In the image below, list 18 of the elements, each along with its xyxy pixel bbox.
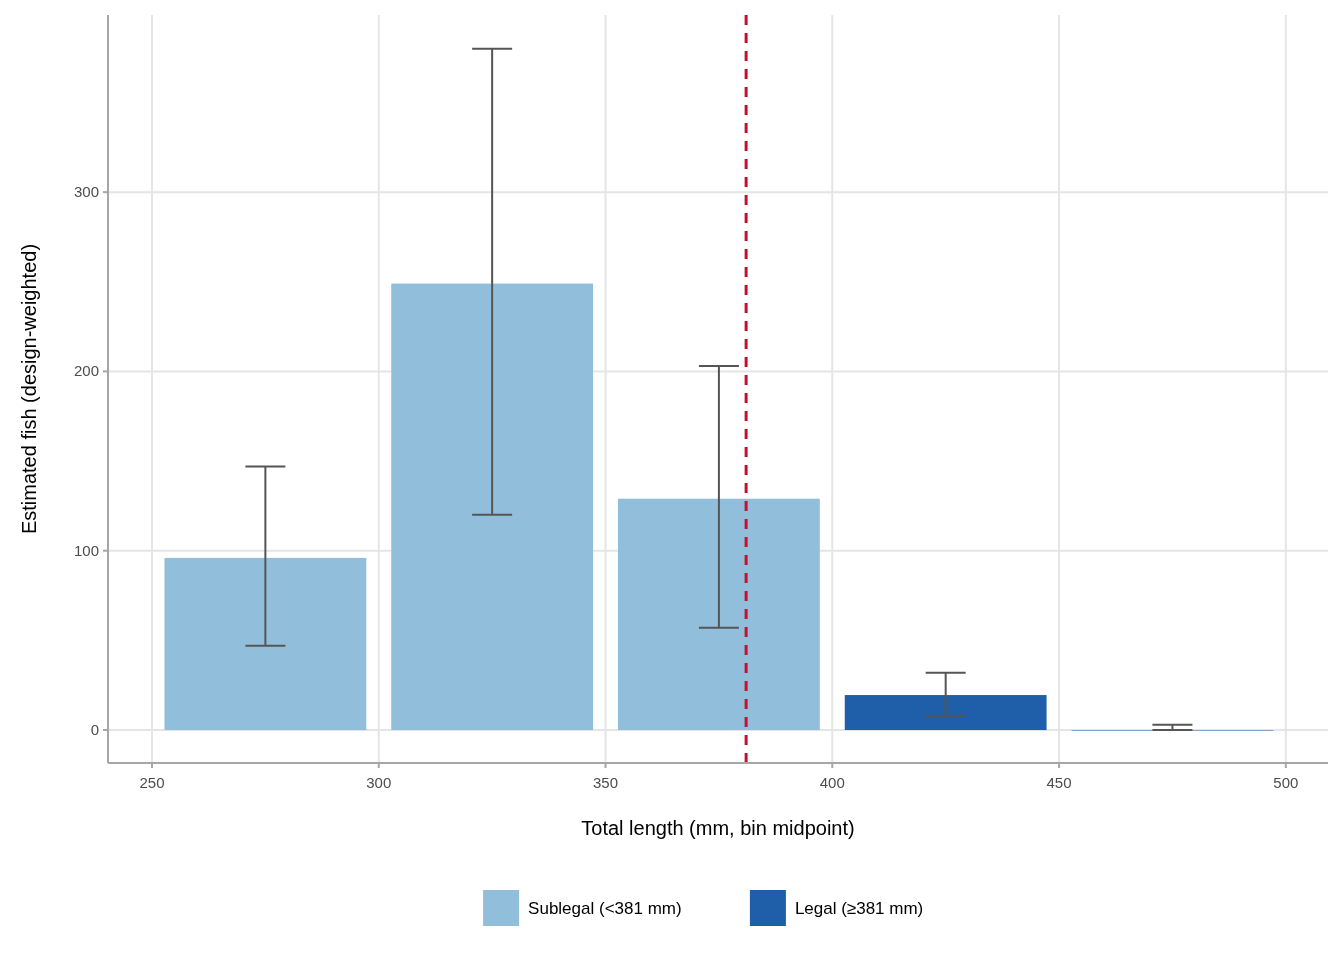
legend-label: Sublegal (<381 mm) <box>528 899 682 918</box>
y-tick-label: 0 <box>90 721 99 739</box>
legend-label: Legal (≥381 mm) <box>794 899 924 918</box>
x-tick-label: 450 <box>1046 774 1072 791</box>
bar <box>391 283 594 731</box>
x-tick-label: 250 <box>139 774 165 791</box>
x-tick-label: 500 <box>1273 774 1299 791</box>
y-tick-label: 300 <box>73 183 99 201</box>
x-tick-label: 350 <box>593 774 619 791</box>
x-tick-label: 400 <box>819 774 845 791</box>
y-tick-label: 100 <box>73 541 99 559</box>
y-axis-title: Estimated fish (design-weighted) <box>18 243 40 535</box>
x-tick-label: 300 <box>366 774 392 791</box>
bar <box>618 498 820 731</box>
y-tick-label: 200 <box>73 362 99 380</box>
bar <box>164 557 367 731</box>
bar <box>844 695 1047 731</box>
x-axis-title: Total length (mm, bin midpoint) <box>581 817 855 839</box>
